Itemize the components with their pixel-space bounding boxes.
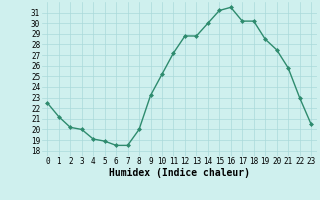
X-axis label: Humidex (Indice chaleur): Humidex (Indice chaleur) <box>109 168 250 178</box>
